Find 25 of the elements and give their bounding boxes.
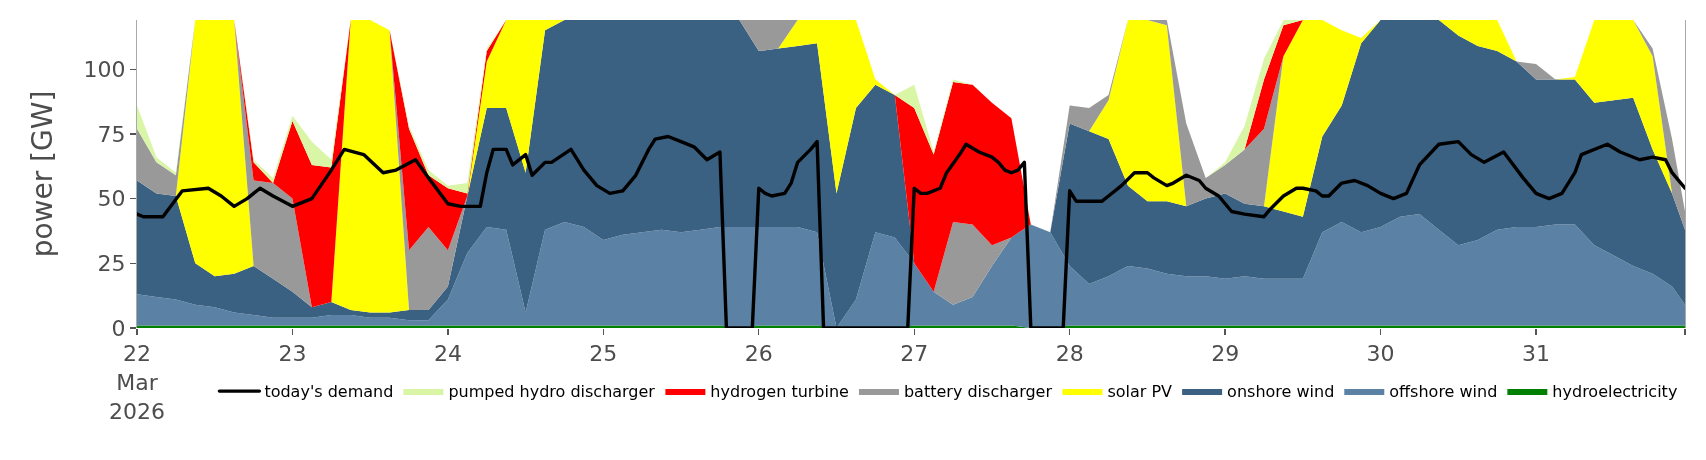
- legend-label: onshore wind: [1227, 382, 1335, 402]
- x-tick-label: 27: [900, 341, 929, 367]
- x-tick-label: 22 Mar 2026: [109, 341, 165, 424]
- x-tick-label: 29: [1211, 341, 1240, 367]
- legend-label: battery discharger: [903, 382, 1053, 402]
- x-tick-label: 30: [1366, 341, 1395, 367]
- legend-label: hydroelectricity: [1552, 382, 1678, 402]
- legend-label: pumped hydro discharger: [448, 382, 656, 402]
- x-tick-label: 26: [744, 341, 773, 367]
- legend-label: today's demand: [264, 382, 394, 402]
- x-tick-label: 25: [589, 341, 618, 367]
- y-tick-label: 100: [83, 56, 126, 82]
- x-tick-label: 31: [1522, 341, 1551, 367]
- y-axis-title: power [GW]: [26, 90, 60, 258]
- legend-label: solar PV: [1107, 382, 1173, 402]
- legend-label: offshore wind: [1389, 382, 1498, 402]
- legend-label: hydrogen turbine: [710, 382, 849, 402]
- y-tick-label: 25: [97, 250, 126, 276]
- x-tick-label: 24: [433, 341, 462, 367]
- x-tick-label: 28: [1055, 341, 1084, 367]
- y-tick-label: 50: [97, 186, 126, 212]
- line-series: [137, 134, 1685, 328]
- x-tick-label: 23: [278, 341, 307, 367]
- y-tick-label: 75: [97, 121, 126, 147]
- y-tick-label: 0: [111, 315, 126, 341]
